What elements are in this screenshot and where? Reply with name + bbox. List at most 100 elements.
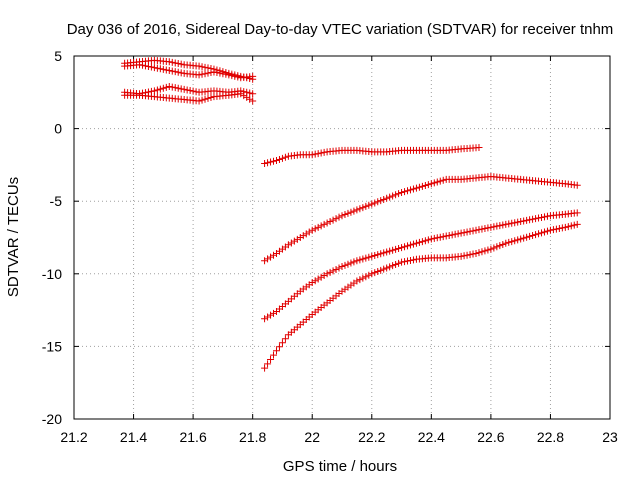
data-point — [463, 251, 471, 259]
data-point — [198, 70, 206, 78]
data-point — [356, 205, 364, 213]
data-point — [267, 355, 275, 363]
data-point — [409, 240, 417, 248]
data-point — [243, 93, 251, 101]
data-point — [138, 61, 146, 69]
data-point — [249, 97, 257, 105]
data-point — [523, 233, 531, 241]
data-point — [317, 149, 325, 157]
data-point — [267, 158, 275, 166]
data-point — [457, 229, 465, 237]
data-point — [511, 219, 519, 227]
data-point — [290, 237, 298, 245]
data-point — [210, 68, 218, 76]
data-point — [511, 237, 519, 245]
data-point — [341, 261, 349, 269]
data-point — [380, 249, 388, 257]
data-point — [427, 180, 435, 188]
data-point — [368, 252, 376, 260]
data-point — [430, 234, 438, 242]
grid — [74, 56, 610, 419]
data-point — [395, 190, 403, 198]
data-point — [320, 148, 328, 156]
x-tick-label: 22.6 — [477, 429, 504, 445]
data-point — [356, 256, 364, 264]
data-point — [535, 230, 543, 238]
data-point — [412, 184, 420, 192]
data-point — [386, 193, 394, 201]
data-point — [433, 234, 441, 242]
x-tick-label: 21.4 — [120, 429, 147, 445]
data-point — [177, 69, 185, 77]
x-tick-label: 22.8 — [537, 429, 564, 445]
data-point — [275, 155, 283, 163]
data-point — [344, 260, 352, 268]
data-point — [317, 222, 325, 230]
data-point — [168, 83, 176, 91]
data-point — [195, 71, 203, 79]
data-point — [499, 221, 507, 229]
data-point — [543, 227, 551, 235]
data-point — [439, 233, 447, 241]
data-point — [270, 251, 278, 259]
data-point — [365, 201, 373, 209]
data-point — [377, 197, 385, 205]
data-point — [240, 92, 248, 100]
data-point — [174, 60, 182, 68]
data-point — [371, 269, 379, 277]
series-arc-5 — [261, 143, 483, 167]
data-point — [484, 246, 492, 254]
data-point — [267, 311, 275, 319]
data-point — [144, 62, 152, 70]
data-point — [249, 90, 257, 98]
data-point — [389, 262, 397, 270]
data-point — [389, 192, 397, 200]
y-axis-label: SDTVAR / TECUs — [5, 177, 22, 297]
data-point — [368, 270, 376, 278]
y-tick-label: -10 — [42, 266, 62, 282]
data-point — [546, 226, 554, 234]
data-point — [529, 215, 537, 223]
data-point — [448, 231, 456, 239]
data-point — [344, 209, 352, 217]
data-point — [219, 70, 227, 78]
data-point — [293, 235, 301, 243]
chart-title: Day 036 of 2016, Sidereal Day-to-day VTE… — [67, 21, 614, 38]
data-point — [523, 216, 531, 224]
series-arc-4 — [121, 90, 257, 105]
data-point — [261, 257, 269, 265]
data-point — [404, 187, 412, 195]
data-point — [156, 65, 164, 73]
data-point — [526, 216, 534, 224]
y-tick-label: -15 — [42, 338, 62, 354]
data-point — [186, 87, 194, 95]
data-point — [264, 255, 272, 263]
data-point — [469, 227, 477, 235]
data-point — [454, 230, 462, 238]
y-tick-label: -20 — [42, 411, 62, 427]
data-point — [543, 212, 551, 220]
data-point — [496, 222, 504, 230]
data-point — [329, 267, 337, 275]
x-tick-label: 21.8 — [239, 429, 266, 445]
data-point — [374, 267, 382, 275]
data-point — [532, 215, 540, 223]
data-point — [442, 232, 450, 240]
data-point — [436, 233, 444, 241]
data-point — [451, 230, 459, 238]
data-point — [314, 223, 322, 231]
data-point — [335, 213, 343, 221]
data-point — [287, 239, 295, 247]
data-point — [350, 207, 358, 215]
data-point — [398, 188, 406, 196]
series-arc-8 — [261, 220, 581, 372]
y-tick-label: 5 — [54, 48, 62, 64]
series-arc-7 — [261, 209, 581, 323]
data-point — [347, 259, 355, 267]
data-point — [329, 216, 337, 224]
plot-frame — [73, 55, 611, 420]
data-point — [356, 276, 364, 284]
data-point — [261, 159, 269, 167]
data-point — [487, 245, 495, 253]
